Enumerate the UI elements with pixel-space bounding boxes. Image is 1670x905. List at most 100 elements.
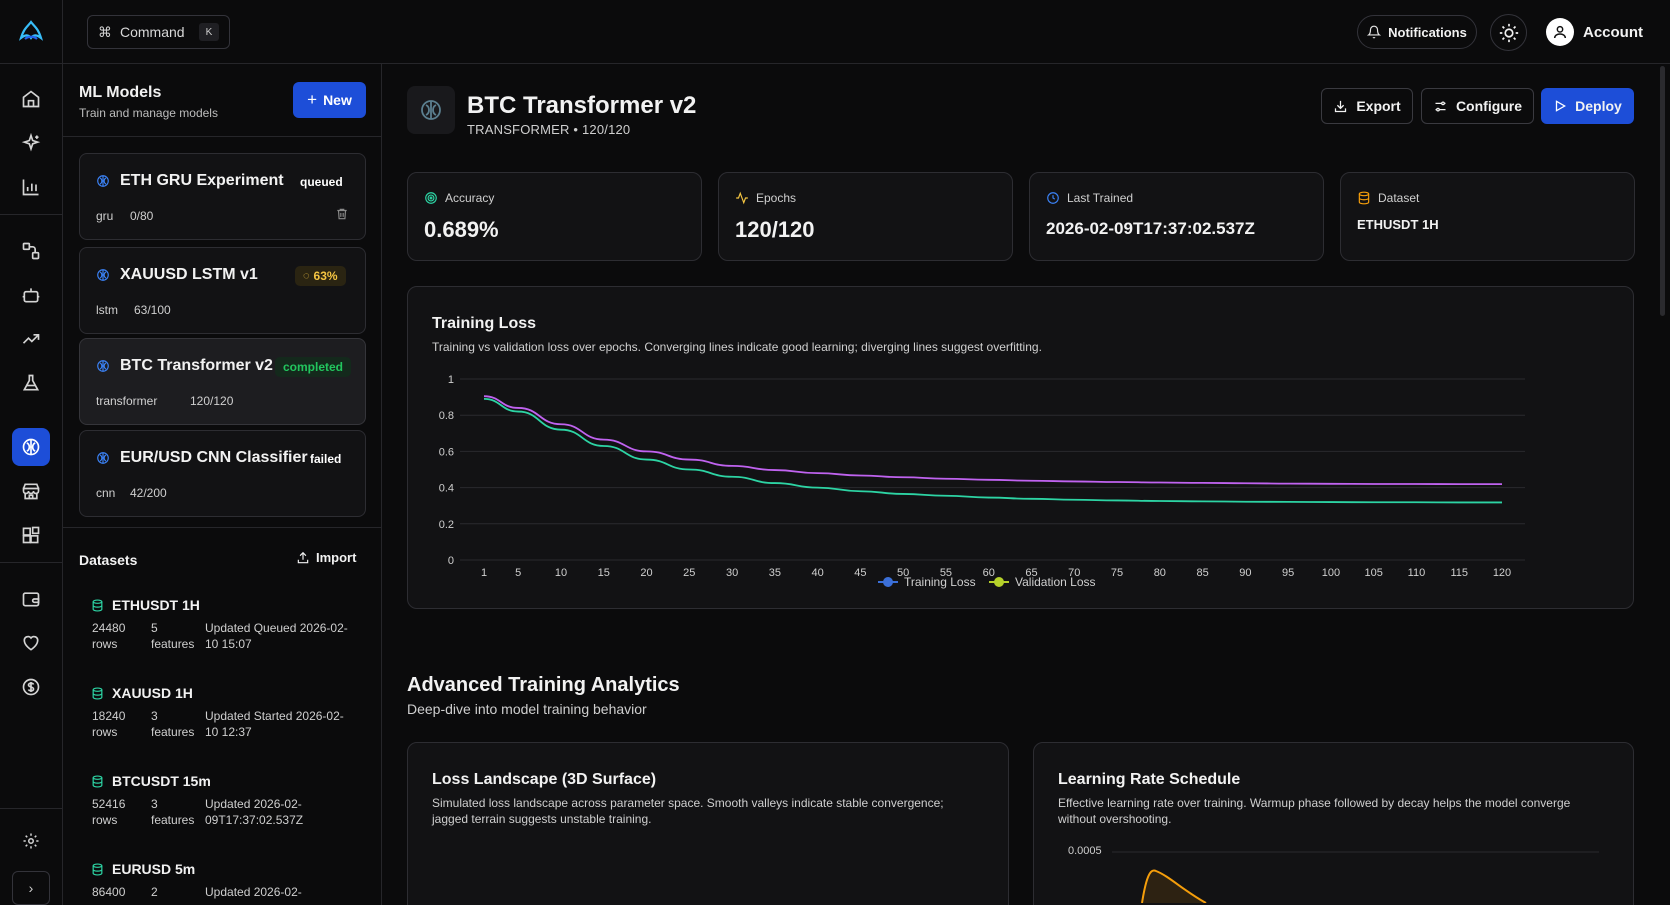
wallet-icon [22,592,40,607]
dataset-item[interactable]: XAUUSD 1H 18240 rows 3 features Updated … [79,685,369,755]
configure-label: Configure [1455,98,1523,114]
export-button[interactable]: Export [1321,88,1413,124]
flask-icon [22,374,40,391]
main-content: BTC Transformer v2 TRANSFORMER • 120/120… [383,64,1670,905]
main-scrollbar[interactable] [1660,66,1665,316]
learning-rate-chart [1112,851,1599,903]
nav-wallet[interactable] [12,580,50,618]
deploy-button[interactable]: Deploy [1541,88,1634,124]
card-title: Learning Rate Schedule [1058,771,1241,788]
trash-icon[interactable] [335,207,349,221]
clock-icon [1047,192,1059,204]
dataset-name: XAUUSD 1H [91,685,193,701]
logo-icon[interactable] [18,18,44,44]
configure-button[interactable]: Configure [1421,88,1534,124]
nav-workflows[interactable] [12,232,50,270]
database-icon [92,686,103,700]
nav-settings[interactable] [12,822,50,860]
model-name: EUR/USD CNN Classifier [120,449,308,466]
nav-favorites[interactable] [12,624,50,662]
x-tick-label: 35 [769,567,781,579]
activity-icon [736,191,748,205]
rail-separator [0,808,62,809]
dataset-name: BTCUSDT 15m [91,773,211,789]
nav-bots[interactable] [12,276,50,314]
section-subtitle: Deep-dive into model training behavior [407,701,647,717]
page-title: BTC Transformer v2 [467,92,697,119]
nav-integrations[interactable] [12,516,50,554]
stat-label-text: Accuracy [445,191,495,205]
dataset-updated: Updated 2026-02- [205,885,302,899]
model-card[interactable]: ETH GRU Experiment queued gru 0/80 [79,153,366,240]
model-card[interactable]: BTC Transformer v2 completed transformer… [79,338,366,425]
learning-rate-card: Learning Rate Schedule Effective learnin… [1033,742,1634,905]
card-title: Training Loss [432,315,537,332]
panel-title: ML Models [79,84,162,101]
import-button[interactable]: Import [296,550,356,565]
plus-icon: + [307,90,318,109]
status-badge: completed [275,357,352,377]
sliders-icon [1435,101,1446,111]
brain-icon [22,438,40,456]
x-tick-label: 115 [1450,567,1468,579]
command-label: Command [120,24,185,40]
nav-analytics[interactable] [12,168,50,206]
model-epochs: 42/200 [130,486,167,500]
stat-label: Last Trained [1046,191,1133,205]
model-type: transformer [96,394,158,408]
dataset-rows: 18240 rows [92,709,126,739]
database-icon [92,862,103,876]
target-icon [425,192,437,204]
brain-icon [97,269,109,281]
rail-separator [0,562,62,563]
bell-icon [1367,25,1382,39]
dataset-name-label: XAUUSD 1H [112,685,193,701]
command-shortcut: K [199,23,219,41]
nav-ml-models[interactable] [12,428,50,466]
new-model-button[interactable]: + New [293,82,366,118]
panel-subtitle: Train and manage models [79,106,218,120]
command-palette-button[interactable]: ⌘ Command K [87,15,230,49]
bot-icon [22,288,40,303]
model-icon-tile [407,86,455,134]
import-label: Import [316,550,357,565]
dataset-item[interactable]: EURUSD 5m 86400 2 Updated 2026-02- [79,861,369,905]
stat-card-dataset: Dataset ETHUSDT 1H [1340,172,1635,261]
dataset-item[interactable]: BTCUSDT 15m 52416 rows 3 features Update… [79,773,369,843]
notifications-label: Notifications [1388,24,1467,40]
section-title: Advanced Training Analytics [407,674,680,696]
new-label: New [323,92,352,108]
x-tick-label: 70 [1068,567,1080,579]
nav-ai[interactable] [12,124,50,162]
dataset-updated: Updated 2026-02-09T17:37:02.537Z [205,797,304,827]
theme-toggle-button[interactable] [1490,14,1527,51]
nav-home[interactable] [12,80,50,118]
nav-lab[interactable] [12,364,50,402]
x-tick-label: 1 [481,567,487,579]
x-tick-label: 90 [1239,567,1251,579]
sidebar-expand-button[interactable]: › [12,871,50,905]
model-card[interactable]: XAUUSD LSTM v1 ◌ 63% lstm 63/100 [79,247,366,334]
dataset-name-label: EURUSD 5m [112,861,196,877]
y-tick-label: 0 [448,555,454,567]
nav-trends[interactable] [12,320,50,358]
x-tick-label: 25 [683,567,695,579]
store-icon [22,483,40,500]
series-line-training [483,398,1502,504]
x-tick-label: 85 [1196,567,1208,579]
dataset-name: EURUSD 5m [91,861,195,877]
account-menu[interactable]: Account [1546,16,1643,48]
x-tick-label: 120 [1493,567,1511,579]
status-badge: ◌ 63% [295,266,346,286]
x-tick-label: 30 [726,567,738,579]
nav-marketplace[interactable] [12,472,50,510]
notifications-button[interactable]: Notifications [1357,15,1477,49]
x-tick-label: 55 [940,567,952,579]
bar-chart-icon [22,179,39,196]
blocks-icon [22,526,40,544]
dataset-item[interactable]: ETHUSDT 1H 24480 rows 5 features Updated… [79,597,369,667]
nav-billing[interactable] [12,668,50,706]
models-panel: ML Models Train and manage models + New … [63,64,382,905]
account-label: Account [1583,23,1643,41]
model-card[interactable]: EUR/USD CNN Classifier failed cnn 42/200 [79,430,366,517]
